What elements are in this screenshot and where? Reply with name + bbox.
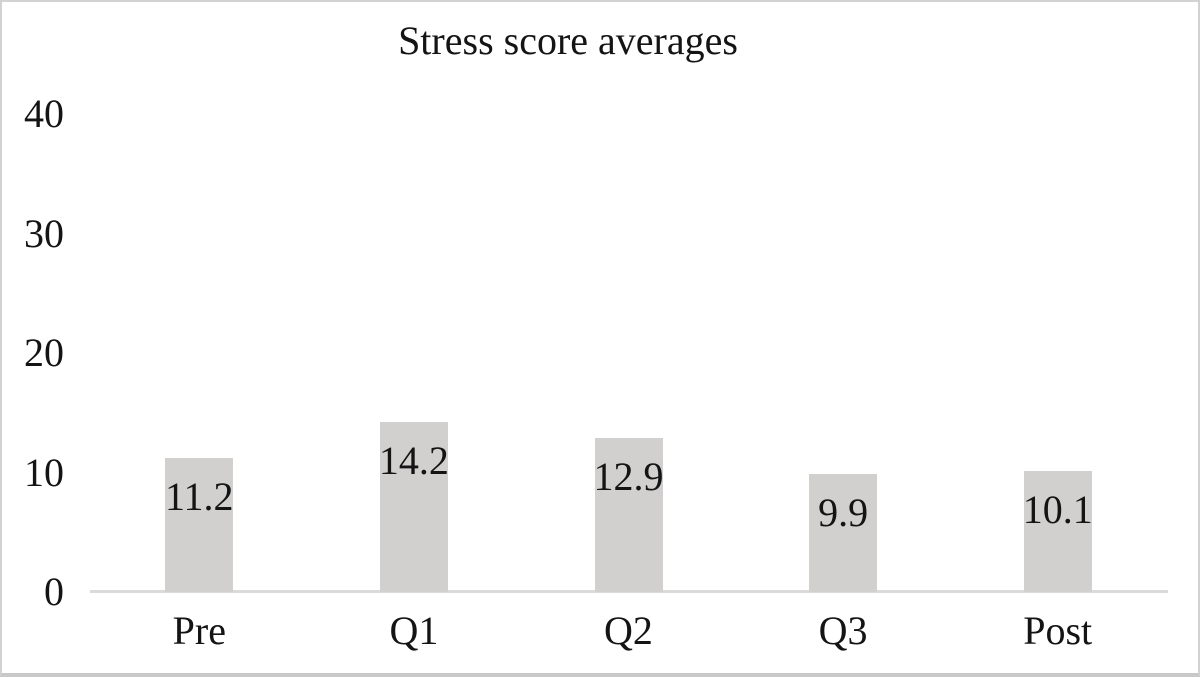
x-axis-category-label: Q1 xyxy=(389,608,439,653)
bar-data-label: 10.1 xyxy=(1022,487,1093,533)
chart-title: Stress score averages xyxy=(398,18,738,63)
x-axis-category-label: Q2 xyxy=(604,608,653,653)
bar-q1 xyxy=(379,422,448,592)
bar-pre xyxy=(165,458,234,592)
y-axis-tick-label: 0 xyxy=(44,569,64,614)
bar-data-label: 11.2 xyxy=(165,474,234,520)
y-axis-tick-label: 20 xyxy=(24,330,64,375)
y-axis-tick-label: 30 xyxy=(24,210,64,256)
bar-data-label: 9.9 xyxy=(818,489,869,535)
x-axis-category-label: Pre xyxy=(172,608,226,653)
y-axis-tick-label: 10 xyxy=(24,449,64,495)
bar-post xyxy=(1023,471,1092,592)
bar-q2 xyxy=(594,437,663,592)
y-axis-tick-label: 40 xyxy=(24,91,64,136)
x-axis-category-label: Post xyxy=(1023,608,1093,653)
bar-data-label: 14.2 xyxy=(378,438,449,484)
x-axis-category-label: Q3 xyxy=(818,608,868,653)
bar-data-label: 12.9 xyxy=(593,453,664,499)
bar-q3 xyxy=(809,473,878,592)
